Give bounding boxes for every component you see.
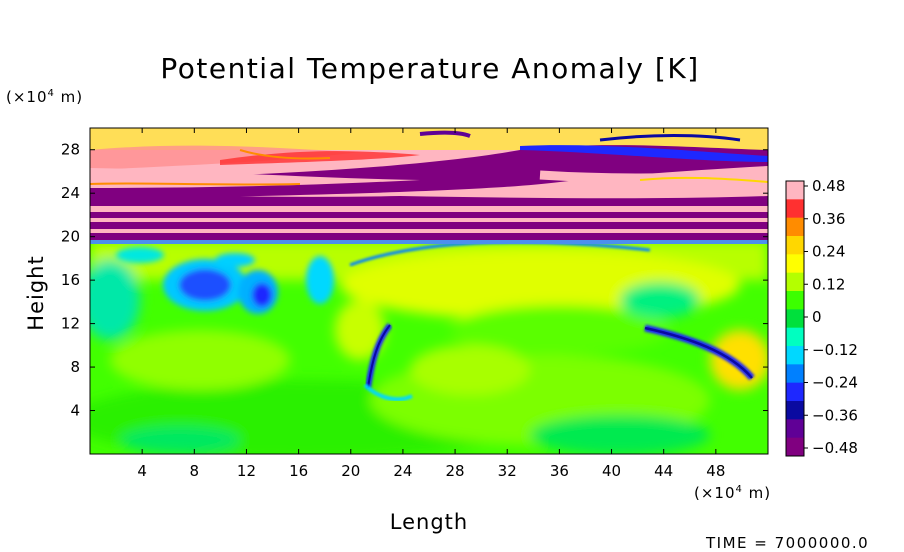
colorbar-label: 0.48 <box>812 177 845 195</box>
x-tick-label: 24 <box>393 462 412 480</box>
x-tick-label: 44 <box>654 462 673 480</box>
colorbar-swatch <box>786 309 804 329</box>
colorbar-swatch <box>786 382 804 402</box>
x-tick-label: 20 <box>341 462 360 480</box>
y-tick-label: 28 <box>61 141 80 159</box>
y-tick-label: 12 <box>61 315 80 333</box>
x-axis-label: Length <box>389 510 469 534</box>
x-tick-label: 8 <box>190 462 200 480</box>
colorbar: 0.48 0.36 0.24 0.12 0 −0.12 −0.24 −0.36 −0.48 <box>785 177 858 457</box>
colorbar-swatch <box>786 217 804 237</box>
y-tick-label: 8 <box>70 358 80 376</box>
colorbar-swatch <box>786 181 804 200</box>
colorbar-label: 0.24 <box>812 243 845 261</box>
colorbar-swatch <box>786 272 804 292</box>
colorbar-label: 0.36 <box>812 210 845 228</box>
x-axis-unit: (×104 m) <box>694 484 772 502</box>
colorbar-label: −0.12 <box>812 341 858 359</box>
colorbar-swatch <box>786 364 804 384</box>
x-axis: 4 8 12 16 20 24 28 32 36 40 44 48 <box>137 128 725 480</box>
colorbar-swatch <box>786 419 804 439</box>
colorbar-label: −0.36 <box>812 406 858 424</box>
y-tick-label: 16 <box>61 271 80 289</box>
chart-title: Potential Temperature Anomaly [K] <box>160 52 700 85</box>
colorbar-swatch <box>786 401 804 420</box>
colorbar-swatch <box>786 437 804 457</box>
y-tick-label: 4 <box>70 402 80 420</box>
colorbar-label: 0 <box>812 308 822 326</box>
colorbar-swatch <box>786 346 804 365</box>
y-axis: 4 8 12 16 20 24 28 <box>61 141 768 420</box>
plot-frame <box>89 127 769 455</box>
x-tick-label: 36 <box>550 462 569 480</box>
colorbar-label: −0.48 <box>812 439 858 457</box>
y-axis-unit: (×104 m) <box>6 88 84 106</box>
colorbar-label: 0.12 <box>812 275 845 293</box>
x-tick-label: 48 <box>706 462 725 480</box>
colorbar-frame <box>785 180 805 457</box>
colorbar-swatch <box>786 327 804 347</box>
x-tick-label: 32 <box>498 462 517 480</box>
x-tick-label: 12 <box>237 462 256 480</box>
y-tick-label: 24 <box>61 184 80 202</box>
colorbar-swatch <box>786 254 804 274</box>
colorbar-swatch <box>786 236 804 255</box>
colorbar-swatch <box>786 291 804 310</box>
colorbar-label: −0.24 <box>812 374 858 392</box>
x-tick-label: 16 <box>289 462 308 480</box>
colorbar-swatch <box>786 199 804 219</box>
x-tick-label: 4 <box>137 462 147 480</box>
heatmap-field <box>90 128 768 454</box>
y-tick-label: 20 <box>61 228 80 246</box>
x-tick-label: 28 <box>446 462 465 480</box>
x-tick-label: 40 <box>602 462 621 480</box>
